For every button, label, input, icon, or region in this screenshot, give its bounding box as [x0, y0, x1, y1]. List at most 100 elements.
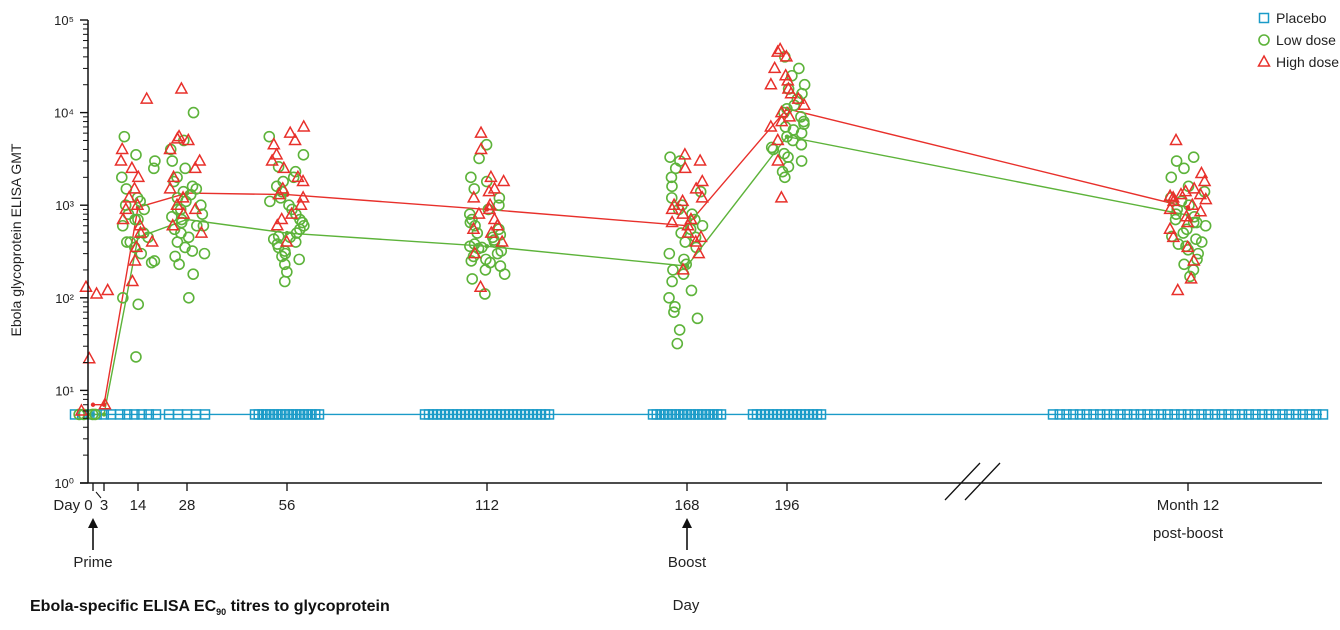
point-low-dose — [132, 298, 145, 311]
arrowhead-boost — [682, 518, 692, 528]
point-low-dose — [272, 230, 285, 243]
point-high-dose — [694, 229, 708, 243]
point-low-dose — [463, 208, 476, 220]
point-high-dose — [681, 218, 695, 231]
point-low-dose — [673, 324, 686, 336]
point-placebo — [815, 409, 827, 420]
gmt-point-low-dose — [684, 263, 690, 269]
point-placebo — [715, 409, 727, 420]
point-high-dose — [496, 174, 511, 187]
point-high-dose — [693, 153, 707, 166]
point-placebo — [313, 409, 325, 420]
point-placebo — [1162, 409, 1173, 420]
point-low-dose — [148, 162, 160, 175]
point-high-dose — [139, 91, 154, 104]
point-low-dose — [186, 245, 199, 257]
point-high-dose — [284, 206, 299, 219]
point-low-dose — [795, 111, 807, 123]
point-high-dose — [272, 187, 286, 200]
point-high-dose — [466, 221, 481, 234]
point-placebo — [1108, 409, 1119, 420]
point-low-dose — [119, 199, 132, 211]
point-low-dose — [675, 227, 687, 239]
point-high-dose — [1187, 181, 1201, 194]
point-low-dose — [198, 247, 211, 260]
point-placebo — [1155, 409, 1167, 420]
point-high-dose — [1197, 174, 1212, 187]
point-high-dose — [665, 214, 679, 228]
point-high-dose — [188, 201, 203, 215]
point-placebo — [1263, 409, 1275, 420]
point-placebo — [129, 409, 140, 420]
point-high-dose — [116, 211, 130, 225]
point-placebo — [1061, 409, 1072, 420]
point-high-dose — [771, 153, 785, 166]
point-placebo — [1101, 409, 1113, 420]
point-high-dose — [676, 206, 690, 219]
point-low-dose — [668, 306, 680, 318]
point-placebo — [1149, 409, 1160, 420]
point-low-dose — [116, 219, 129, 232]
point-high-dose — [1193, 187, 1208, 200]
point-low-dose — [130, 149, 142, 161]
point-high-dose — [782, 109, 797, 122]
point-low-dose — [782, 151, 794, 163]
point-placebo — [1290, 409, 1302, 420]
point-high-dose — [125, 273, 140, 287]
point-low-dose — [696, 219, 709, 232]
point-low-dose — [689, 213, 701, 226]
point-high-dose — [473, 279, 488, 292]
point-high-dose — [270, 218, 285, 231]
point-low-dose — [685, 284, 698, 297]
point-low-dose — [1170, 155, 1183, 167]
point-high-dose — [781, 81, 796, 94]
point-high-dose — [274, 211, 289, 225]
point-placebo — [150, 409, 162, 420]
point-placebo — [1297, 409, 1308, 420]
point-low-dose — [179, 162, 192, 175]
point-high-dose — [267, 137, 281, 150]
point-high-dose — [133, 218, 147, 231]
point-high-dose — [1163, 221, 1177, 234]
point-high-dose — [678, 147, 692, 160]
point-low-dose — [293, 253, 305, 266]
x-tick-label-14: 14 — [130, 497, 147, 514]
point-low-dose — [1184, 270, 1196, 283]
point-high-dose — [122, 190, 136, 203]
point-low-dose — [277, 175, 289, 188]
point-low-dose — [118, 130, 131, 143]
y-tick-label: 10¹ — [55, 383, 74, 398]
point-high-dose — [194, 225, 209, 238]
point-high-dose — [145, 234, 159, 247]
annotations-layer: Prime Boost — [73, 518, 707, 571]
point-high-dose — [265, 153, 279, 166]
axes-layer: Ebola glycoprotein ELISA GMT Day — [8, 20, 1322, 614]
x-tick-label-112: 112 — [475, 497, 499, 514]
point-placebo — [1176, 409, 1187, 420]
point-high-dose — [1174, 187, 1188, 200]
point-placebo — [1250, 409, 1261, 420]
point-placebo — [1304, 409, 1315, 420]
point-placebo — [1088, 409, 1099, 420]
annotation-boost: Boost — [668, 554, 707, 571]
point-high-dose — [296, 174, 310, 187]
point-high-dose — [770, 44, 785, 57]
x-tick-label-56: 56 — [279, 497, 296, 514]
point-high-dose — [487, 211, 502, 225]
point-high-dose — [166, 218, 180, 231]
point-high-dose — [176, 206, 191, 219]
point-high-dose — [467, 246, 482, 259]
point-low-dose — [1187, 151, 1200, 163]
point-low-dose — [191, 219, 203, 232]
point-low-dose — [264, 195, 276, 208]
point-high-dose — [487, 181, 502, 194]
point-high-dose — [767, 60, 782, 74]
point-high-dose — [114, 153, 128, 166]
point-high-dose — [695, 190, 709, 203]
point-low-dose — [663, 247, 676, 260]
point-placebo — [1135, 409, 1146, 420]
point-high-dose — [1180, 239, 1195, 253]
point-placebo — [543, 409, 555, 420]
point-high-dose — [1199, 192, 1213, 205]
